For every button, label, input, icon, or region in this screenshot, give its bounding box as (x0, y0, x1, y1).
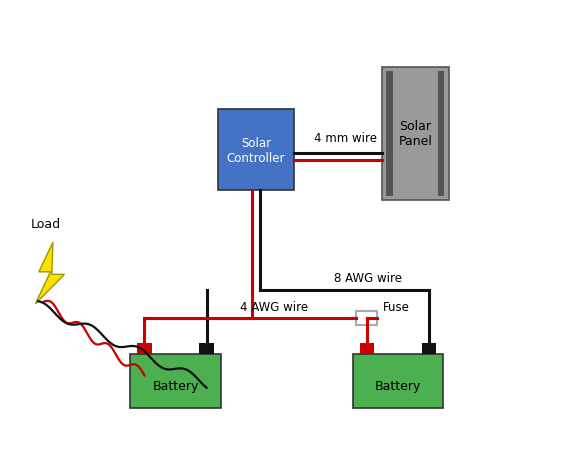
Bar (422, 344, 436, 354)
Text: Battery: Battery (375, 379, 421, 392)
Text: Solar
Panel: Solar Panel (399, 120, 432, 148)
Text: 4 AWG wire: 4 AWG wire (240, 301, 308, 314)
Bar (382, 68, 449, 200)
Text: Solar
Controller: Solar Controller (227, 137, 285, 164)
Text: 4 mm wire: 4 mm wire (315, 132, 377, 145)
Bar (353, 354, 443, 408)
Bar (137, 344, 152, 354)
Bar (356, 312, 377, 325)
Bar (130, 354, 221, 408)
Bar (199, 344, 214, 354)
Text: Battery: Battery (152, 379, 199, 392)
Text: Fuse: Fuse (383, 301, 410, 314)
Bar (218, 110, 294, 191)
Text: 8 AWG wire: 8 AWG wire (334, 271, 402, 284)
Bar (359, 344, 374, 354)
Polygon shape (35, 243, 65, 304)
Bar (438, 71, 445, 197)
Text: Load: Load (31, 218, 61, 231)
Bar (386, 71, 393, 197)
